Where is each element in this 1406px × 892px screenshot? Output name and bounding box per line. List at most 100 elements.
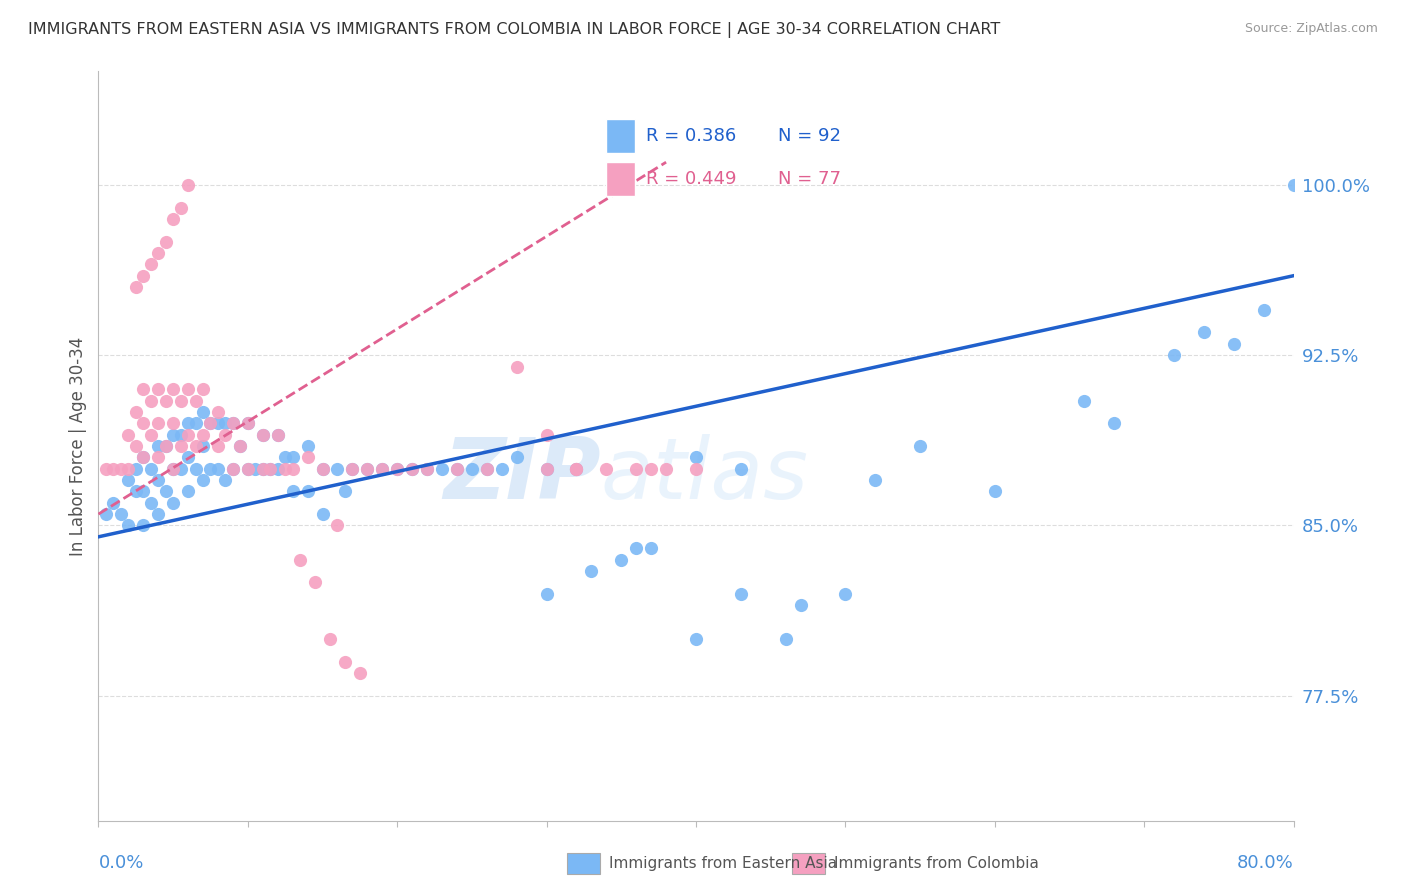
Point [139,427,162,442]
Point [385,461,409,475]
Point [132,417,155,431]
Point [416,461,439,475]
Point [132,450,155,465]
Text: Immigrants from Colombia: Immigrants from Colombia [834,856,1039,871]
Y-axis label: In Labor Force | Age 30-34: In Labor Force | Age 30-34 [69,336,87,556]
Point [326,518,349,533]
Point [229,439,252,453]
Point [132,268,155,283]
Point [191,382,214,396]
Point [267,427,290,442]
Text: Source: ZipAtlas.com: Source: ZipAtlas.com [1244,22,1378,36]
Point [162,427,184,442]
Text: 80.0%: 80.0% [1237,855,1294,872]
Point [610,552,633,566]
Point [565,461,588,475]
Point [177,178,200,192]
Point [236,461,259,475]
Point [139,257,162,271]
Point [110,461,132,475]
Point [333,484,356,499]
Point [177,417,200,431]
Point [191,405,214,419]
Point [252,427,274,442]
Point [184,461,207,475]
Point [730,461,752,475]
Point [214,417,236,431]
Bar [792,853,825,874]
Point [191,473,214,487]
Point [169,439,191,453]
Point [214,473,236,487]
Point [281,461,304,475]
Point [191,427,214,442]
Point [222,461,245,475]
Point [356,461,378,475]
Point [536,461,558,475]
Point [297,484,319,499]
Point [371,461,394,475]
Point [595,461,617,475]
Point [536,461,558,475]
Point [236,461,259,475]
Point [730,586,752,600]
Point [297,450,319,465]
Point [1253,302,1275,317]
Point [416,461,439,475]
Point [267,427,290,442]
Point [148,507,170,521]
Point [117,427,139,442]
Point [311,507,333,521]
Point [177,427,200,442]
Point [169,393,191,408]
Point [191,439,214,453]
Point [200,461,222,475]
Point [274,461,297,475]
Point [162,461,184,475]
Point [385,461,409,475]
Point [775,632,797,646]
Bar [567,853,600,874]
Point [685,461,707,475]
Text: Immigrants from Eastern Asia: Immigrants from Eastern Asia [609,856,837,871]
Point [222,461,245,475]
Point [908,439,931,453]
Point [349,666,371,681]
Point [304,575,326,590]
Point [259,461,281,475]
Point [640,461,662,475]
Point [655,461,678,475]
Point [222,417,245,431]
Point [281,450,304,465]
Point [536,586,558,600]
Point [184,439,207,453]
Point [125,280,148,294]
Point [1163,348,1185,362]
Point [184,393,207,408]
Point [169,201,191,215]
Point [169,427,191,442]
Point [155,393,177,408]
Text: IMMIGRANTS FROM EASTERN ASIA VS IMMIGRANTS FROM COLOMBIA IN LABOR FORCE | AGE 30: IMMIGRANTS FROM EASTERN ASIA VS IMMIGRAN… [28,22,1001,38]
Point [311,461,333,475]
Point [685,450,707,465]
Point [475,461,498,475]
Point [162,211,184,226]
Point [125,484,148,499]
Point [117,461,139,475]
Point [139,496,162,510]
Point [229,439,252,453]
Point [789,598,811,612]
Point [491,461,513,475]
Point [581,564,603,578]
Point [326,461,349,475]
Point [94,461,117,475]
Point [252,461,274,475]
Point [155,439,177,453]
Point [200,417,222,431]
Point [148,382,170,396]
Point [200,417,222,431]
Point [103,496,125,510]
Point [139,461,162,475]
Point [207,439,229,453]
